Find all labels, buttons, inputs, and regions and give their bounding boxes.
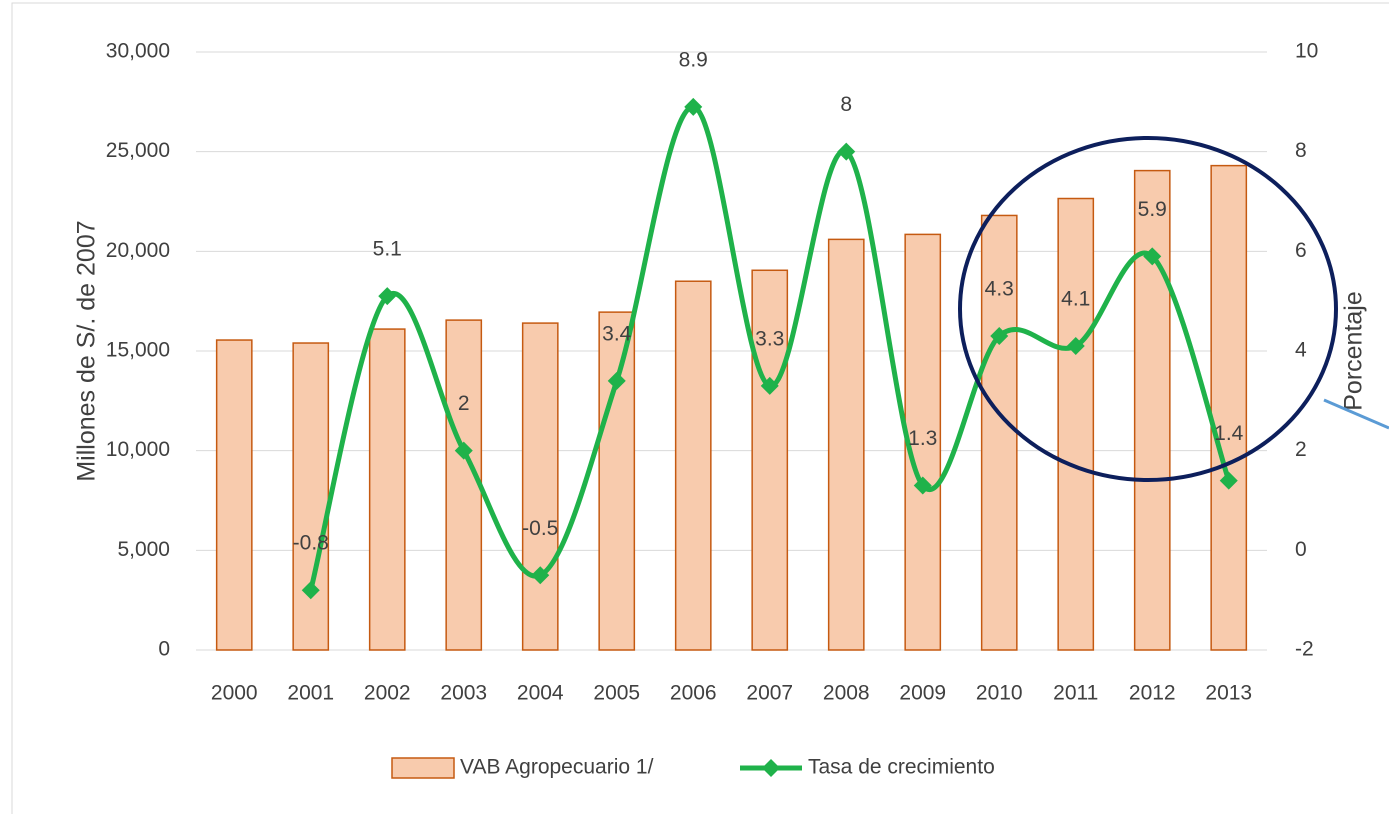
x-tick-label: 2005 (593, 682, 640, 705)
bar (521, 322, 559, 651)
data-label: 4.1 (1061, 288, 1090, 311)
marker (837, 142, 856, 161)
x-tick-label: 2000 (211, 682, 258, 705)
marker (684, 97, 703, 116)
x-tick-label: 2003 (440, 682, 487, 705)
bar (292, 342, 330, 651)
bar (368, 328, 406, 651)
marker (913, 476, 932, 495)
data-label: 2 (458, 392, 470, 415)
y2-tick-label: 4 (1295, 339, 1307, 362)
bar (1057, 197, 1095, 651)
marker (301, 581, 320, 600)
highlight-circle (958, 136, 1338, 482)
data-label: -0.8 (293, 532, 329, 555)
bar (1133, 169, 1171, 651)
y-tick-label: 0 (158, 638, 170, 661)
data-label: 4.3 (985, 278, 1014, 301)
data-label: -0.5 (522, 517, 558, 540)
x-tick-label: 2013 (1205, 682, 1252, 705)
x-tick-label: 2011 (1053, 682, 1098, 705)
chart-frame (11, 2, 1389, 819)
y-tick-label: 5,000 (117, 538, 170, 561)
x-tick-label: 2006 (670, 682, 717, 705)
legend-label: VAB Agropecuario 1/ (460, 756, 654, 779)
marker (760, 376, 779, 395)
marker (990, 327, 1009, 346)
y-tick-label: 15,000 (106, 339, 170, 362)
bar (598, 311, 636, 651)
marker (607, 371, 626, 390)
bar (215, 339, 253, 651)
data-label: 3.4 (602, 322, 632, 345)
y2-tick-label: 0 (1295, 538, 1307, 561)
data-label: 3.3 (755, 327, 784, 350)
y2-tick-label: -2 (1295, 638, 1314, 661)
y2-tick-label: 2 (1295, 438, 1307, 461)
bar (751, 269, 789, 651)
y2-tick-label: 10 (1295, 40, 1318, 63)
marker (378, 287, 397, 306)
y2-tick-label: 8 (1295, 139, 1307, 162)
marker (1219, 471, 1238, 490)
data-label: 8.9 (679, 48, 708, 71)
x-tick-label: 2009 (899, 682, 946, 705)
legend-label: Tasa de crecimiento (808, 756, 995, 779)
annotation-line (1323, 398, 1389, 430)
data-label: 1.4 (1214, 422, 1244, 445)
y2-tick-label: 6 (1295, 239, 1307, 262)
bar (904, 233, 942, 651)
x-tick-label: 2010 (976, 682, 1023, 705)
x-tick-label: 2004 (517, 682, 564, 705)
bar (674, 280, 712, 651)
marker (531, 566, 550, 585)
data-label: 8 (840, 93, 852, 116)
marker (454, 441, 473, 460)
y-tick-label: 25,000 (106, 139, 170, 162)
y2-axis-label: Porcentaje (1340, 291, 1368, 411)
bar (980, 214, 1018, 651)
bar (1210, 164, 1248, 651)
x-tick-label: 2008 (823, 682, 870, 705)
x-tick-label: 2002 (364, 682, 411, 705)
bar (445, 319, 483, 651)
marker (1066, 337, 1085, 356)
y-tick-label: 10,000 (106, 438, 170, 461)
x-tick-label: 2001 (287, 682, 334, 705)
y-tick-label: 20,000 (106, 239, 170, 262)
x-tick-label: 2012 (1129, 682, 1176, 705)
legend-swatch (391, 757, 455, 779)
data-label: 5.9 (1138, 198, 1167, 221)
y-axis-label: Millones de S/. de 2007 (73, 220, 101, 481)
legend-marker (762, 759, 780, 777)
y-tick-label: 30,000 (106, 40, 170, 63)
x-tick-label: 2007 (746, 682, 793, 705)
data-label: 1.3 (908, 427, 937, 450)
bar (827, 238, 865, 651)
data-label: 5.1 (373, 238, 402, 261)
marker (1143, 247, 1162, 266)
